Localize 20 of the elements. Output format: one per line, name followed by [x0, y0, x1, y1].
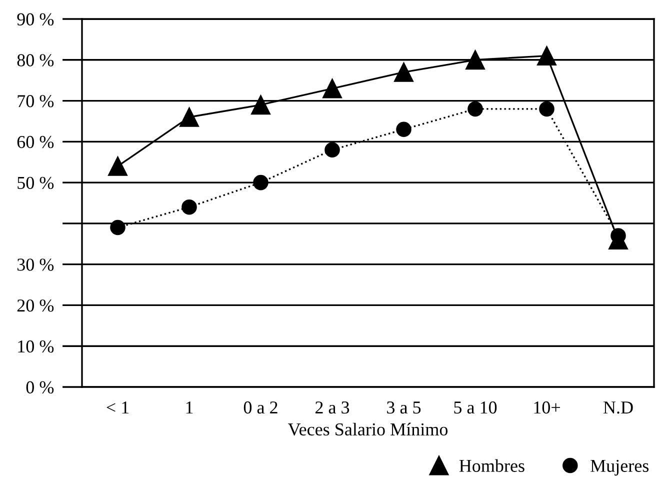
x-axis-title: Veces Salario Mínimo — [288, 422, 448, 436]
y-tick-label: 80 % — [17, 54, 54, 66]
y-tick-label: 60 % — [17, 136, 54, 148]
x-tick-label: < 1 — [106, 402, 129, 414]
y-tick-label: 10 % — [18, 340, 54, 353]
x-tick-label: 2 a 3 — [315, 401, 350, 414]
legend-label: Hombres — [459, 459, 524, 472]
x-tick-label: 1 — [186, 402, 193, 414]
x-tick-label: 3 a 5 — [387, 401, 421, 414]
x-tick-label: N.D — [603, 402, 633, 414]
x-tick-label: 10+ — [534, 401, 560, 414]
y-tick-label: 30 % — [17, 258, 54, 271]
y-tick-label: 50 % — [18, 176, 54, 190]
y-tick-label: 90 % — [17, 13, 54, 26]
y-tick-label: 0 % — [26, 381, 54, 394]
y-tick-label: 70 % — [18, 95, 54, 108]
x-tick-label: 5 a 10 — [454, 401, 497, 414]
legend-label: Mujeres — [590, 460, 649, 476]
y-tick-label: 20 % — [17, 299, 54, 312]
x-tick-label: 0 a 2 — [244, 401, 278, 414]
